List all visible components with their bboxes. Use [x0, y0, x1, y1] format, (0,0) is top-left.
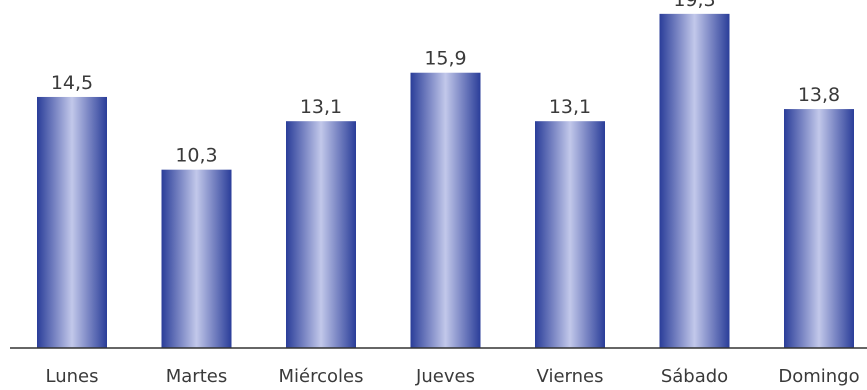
x-tick-label-2: Miércoles: [279, 366, 364, 387]
bar-0: [37, 96, 107, 348]
x-tick-label-3: Jueves: [415, 366, 475, 387]
data-label-0: 14,5: [51, 72, 93, 94]
x-tick-label-1: Martes: [166, 366, 227, 387]
data-label-2: 13,1: [300, 96, 342, 118]
data-label-5: 19,3: [673, 0, 715, 11]
bar-3: [410, 72, 481, 348]
x-tick-label-5: Sábado: [661, 366, 728, 387]
bar-5: [659, 13, 730, 349]
data-label-1: 10,3: [175, 145, 217, 167]
bar-1: [161, 169, 232, 348]
x-tick-label-4: Viernes: [537, 366, 604, 387]
data-labels: 14,5 10,3 13,1 15,9 13,1 19,3 13,8: [51, 0, 840, 167]
x-tick-label-0: Lunes: [46, 366, 99, 387]
x-tick-labels: Lunes Martes Miércoles Jueves Viernes Sábado D…: [46, 366, 860, 387]
bars: [37, 13, 854, 349]
x-tick-label-6: Domingo: [778, 366, 859, 387]
bar-2: [286, 121, 356, 348]
bar-6: [784, 109, 854, 349]
data-label-3: 15,9: [424, 48, 466, 70]
bar-4: [535, 121, 605, 348]
data-label-4: 13,1: [549, 96, 591, 118]
data-label-6: 13,8: [798, 84, 840, 106]
